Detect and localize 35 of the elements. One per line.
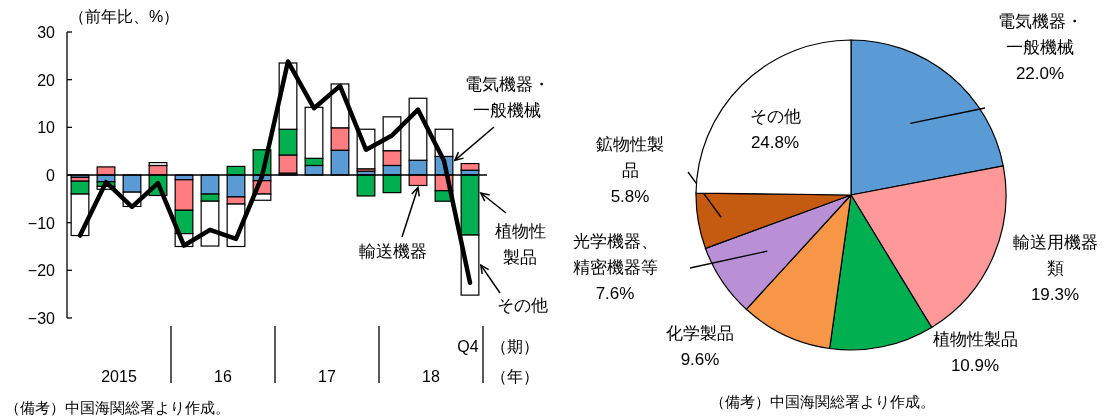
text: 輸送機器 — [359, 242, 427, 261]
data-label: 5.8% — [610, 187, 650, 206]
y-tick-label: −20 — [27, 262, 56, 280]
slice-label: 輸送用機器類 — [1012, 233, 1098, 278]
text: （備考）中国海関総署より作成。 — [710, 393, 935, 410]
data-label: 9.6% — [680, 350, 720, 369]
legend-label: 光学機器、精密機器等 — [572, 232, 658, 277]
data-label: 19.3% — [1030, 285, 1080, 304]
y-tick-label: 20 — [37, 71, 56, 89]
legend-label: 植物性製品 — [494, 222, 546, 267]
text: 17 — [318, 368, 336, 385]
data-label: 24.8% — [750, 133, 800, 152]
text: 2015 — [101, 368, 137, 385]
text: 18 — [422, 368, 440, 385]
text: （期） — [491, 338, 539, 355]
y-tick-label: 10 — [37, 119, 56, 137]
text: 電気機器・一般機械 — [464, 75, 550, 120]
slice-label: 化学製品 — [666, 324, 734, 343]
text: 16 — [214, 368, 232, 385]
y-tick-label: −10 — [27, 214, 56, 232]
data-label: 22.0% — [1015, 64, 1065, 83]
text: （年） — [491, 368, 539, 385]
slice-label: 電気機器・一般機械 — [997, 12, 1083, 57]
legend-label: その他 — [496, 296, 548, 315]
y-tick-label: 0 — [46, 167, 56, 184]
y-tick-label: −30 — [27, 310, 56, 327]
slice-label: 鉱物性製品 — [596, 135, 664, 180]
y-tick-label: 30 — [37, 24, 56, 41]
data-label: 10.9% — [950, 356, 1000, 375]
data-label: 7.6% — [595, 284, 635, 303]
slice-label: その他 — [749, 107, 801, 126]
text: （備考）中国海関総署より作成。 — [5, 399, 230, 416]
x-tick-label: Q4 — [457, 338, 479, 355]
slice-label: 植物性製品 — [932, 330, 1018, 349]
y-axis-title: （前年比、%） — [69, 8, 180, 25]
